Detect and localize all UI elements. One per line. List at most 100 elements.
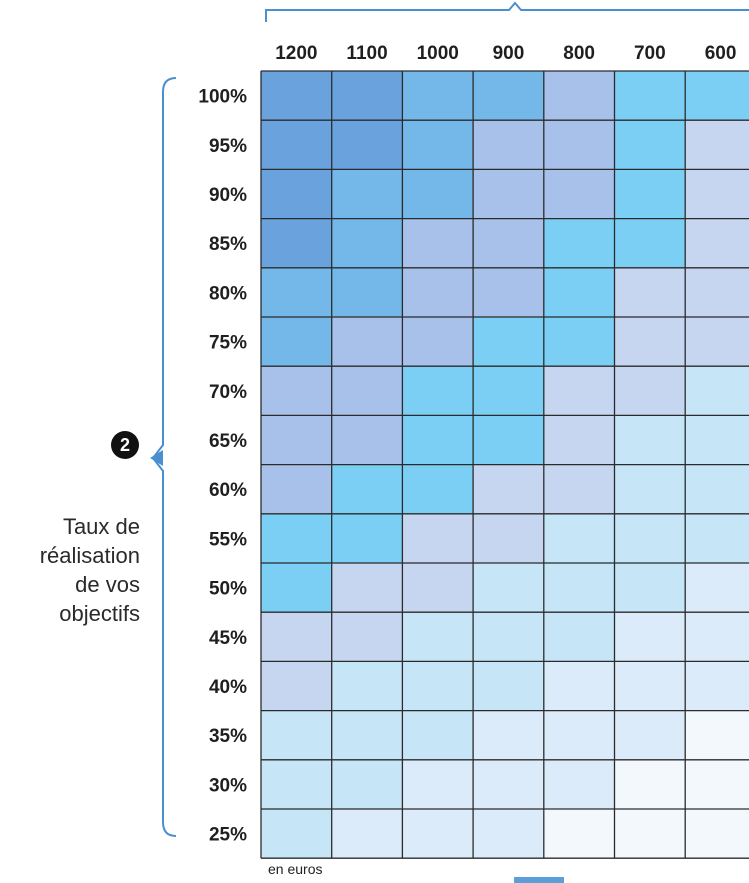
column-labels: 1200 1100 1000 900 800 700 600 [275, 43, 736, 64]
heatmap-cell-r8-c1 [331, 464, 403, 514]
heatmap-cell-r13-c4 [543, 710, 615, 760]
heatmap-cell-r14-c6 [685, 759, 749, 809]
heatmap-cell-r1-c1 [331, 120, 403, 170]
row-label-30pct: 30% [209, 775, 247, 796]
column-label-800: 800 [563, 43, 595, 64]
row-label-45pct: 45% [209, 628, 247, 649]
heatmap-cell-r10-c5 [614, 563, 686, 613]
unit-note: en euros [268, 861, 323, 877]
heatmap-cell-r4-c6 [685, 267, 749, 317]
y-axis-label-line-1: Taux de [62, 514, 140, 539]
heatmap-cell-r13-c6 [685, 710, 749, 760]
heatmap-cell-r9-c4 [543, 513, 615, 563]
heatmap-cell-r15-c4 [543, 809, 615, 859]
y-axis-label-line-2: réalisation [39, 543, 140, 568]
heatmap-cell-r0-c4 [543, 71, 615, 121]
heatmap-cell-r7-c1 [331, 415, 403, 465]
heatmap-cell-r7-c2 [402, 415, 474, 465]
step-number-badge: 2 [111, 431, 139, 459]
heatmap-cell-r8-c0 [261, 464, 332, 514]
heatmap-cell-r10-c2 [402, 563, 474, 613]
heatmap-cell-r3-c0 [261, 218, 332, 268]
heatmap-cell-r12-c3 [473, 661, 544, 711]
heatmap-cell-r5-c3 [473, 317, 544, 367]
heatmap-cell-r8-c5 [614, 464, 686, 514]
heatmap-cell-r10-c3 [473, 563, 544, 613]
heatmap-cell-r8-c3 [473, 464, 544, 514]
heatmap-cell-r1-c0 [261, 120, 332, 170]
heatmap-cell-r9-c0 [261, 513, 332, 563]
heatmap-cell-r5-c0 [261, 317, 332, 367]
column-label-700: 700 [634, 43, 666, 64]
heatmap-cell-r12-c2 [402, 661, 474, 711]
heatmap-cell-r7-c3 [473, 415, 544, 465]
heatmap-cell-r9-c5 [614, 513, 686, 563]
heatmap-cell-r9-c2 [402, 513, 474, 563]
heatmap-cell-r4-c1 [331, 267, 403, 317]
column-label-1000: 1000 [417, 43, 459, 64]
heatmap-cell-r1-c3 [473, 120, 544, 170]
row-label-80pct: 80% [209, 283, 247, 304]
heatmap-cell-r7-c0 [261, 415, 332, 465]
heatmap-cell-r0-c6 [685, 71, 749, 121]
heatmap-cell-r0-c0 [261, 71, 332, 121]
row-label-100pct: 100% [198, 87, 247, 108]
heatmap-cell-r11-c4 [543, 612, 615, 662]
heatmap-cell-r4-c0 [261, 267, 332, 317]
y-axis-label-line-3: de vos [75, 572, 140, 597]
heatmap-cell-r11-c5 [614, 612, 686, 662]
heatmap-cell-r5-c4 [543, 317, 615, 367]
row-label-70pct: 70% [209, 382, 247, 403]
heatmap-cell-r15-c1 [331, 809, 403, 859]
heatmap-cell-r3-c4 [543, 218, 615, 268]
heatmap-cell-r2-c1 [331, 169, 403, 219]
column-label-900: 900 [493, 43, 525, 64]
heatmap-cell-r8-c4 [543, 464, 615, 514]
row-label-75pct: 75% [209, 333, 247, 354]
heatmap-cell-r0-c5 [614, 71, 686, 121]
row-label-50pct: 50% [209, 579, 247, 600]
heatmap-cell-r15-c3 [473, 809, 544, 859]
left-brace-tip [150, 450, 163, 466]
heatmap-cell-r10-c0 [261, 563, 332, 613]
column-label-600: 600 [705, 43, 737, 64]
y-axis-label-line-4: objectifs [59, 601, 140, 626]
heatmap-cell-r15-c2 [402, 809, 474, 859]
heatmap-cell-r11-c2 [402, 612, 474, 662]
heatmap-cell-r8-c2 [402, 464, 474, 514]
heatmap-cell-r14-c5 [614, 759, 686, 809]
heatmap-cell-r12-c0 [261, 661, 332, 711]
heatmap-cell-r3-c2 [402, 218, 474, 268]
heatmap-cell-r6-c6 [685, 366, 749, 416]
heatmap-cell-r4-c4 [543, 267, 615, 317]
heatmap-cell-r14-c2 [402, 759, 474, 809]
heatmap-cell-r12-c5 [614, 661, 686, 711]
row-label-65pct: 65% [209, 431, 247, 452]
heatmap-cell-r13-c1 [331, 710, 403, 760]
heatmap-cell-r14-c3 [473, 759, 544, 809]
heatmap-cell-r14-c1 [331, 759, 403, 809]
row-labels: 100% 95% 90% 85% 80% 75% 70% 65% 60% 55% 50% 45% 40%… [198, 87, 247, 846]
heatmap-cell-r0-c1 [331, 71, 403, 121]
row-label-40pct: 40% [209, 677, 247, 698]
heatmap-cell-r12-c4 [543, 661, 615, 711]
row-label-60pct: 60% [209, 480, 247, 501]
heatmap-cell-r2-c2 [402, 169, 474, 219]
heatmap-cell-r1-c5 [614, 120, 686, 170]
heatmap-cell-r5-c5 [614, 317, 686, 367]
top-brace [265, 1, 749, 22]
heatmap-cell-r2-c4 [543, 169, 615, 219]
heatmap-cell-r15-c6 [685, 809, 749, 859]
heatmap-cell-r12-c1 [331, 661, 403, 711]
heatmap-cell-r6-c1 [331, 366, 403, 416]
row-label-25pct: 25% [209, 825, 247, 846]
heatmap-cell-r7-c6 [685, 415, 749, 465]
heatmap-cell-r7-c5 [614, 415, 686, 465]
heatmap-cell-r6-c0 [261, 366, 332, 416]
heatmap-cell-r6-c3 [473, 366, 544, 416]
legend-swatch [514, 877, 564, 883]
heatmap-cell-r8-c6 [685, 464, 749, 514]
heatmap-cell-r14-c4 [543, 759, 615, 809]
row-label-95pct: 95% [209, 136, 247, 157]
